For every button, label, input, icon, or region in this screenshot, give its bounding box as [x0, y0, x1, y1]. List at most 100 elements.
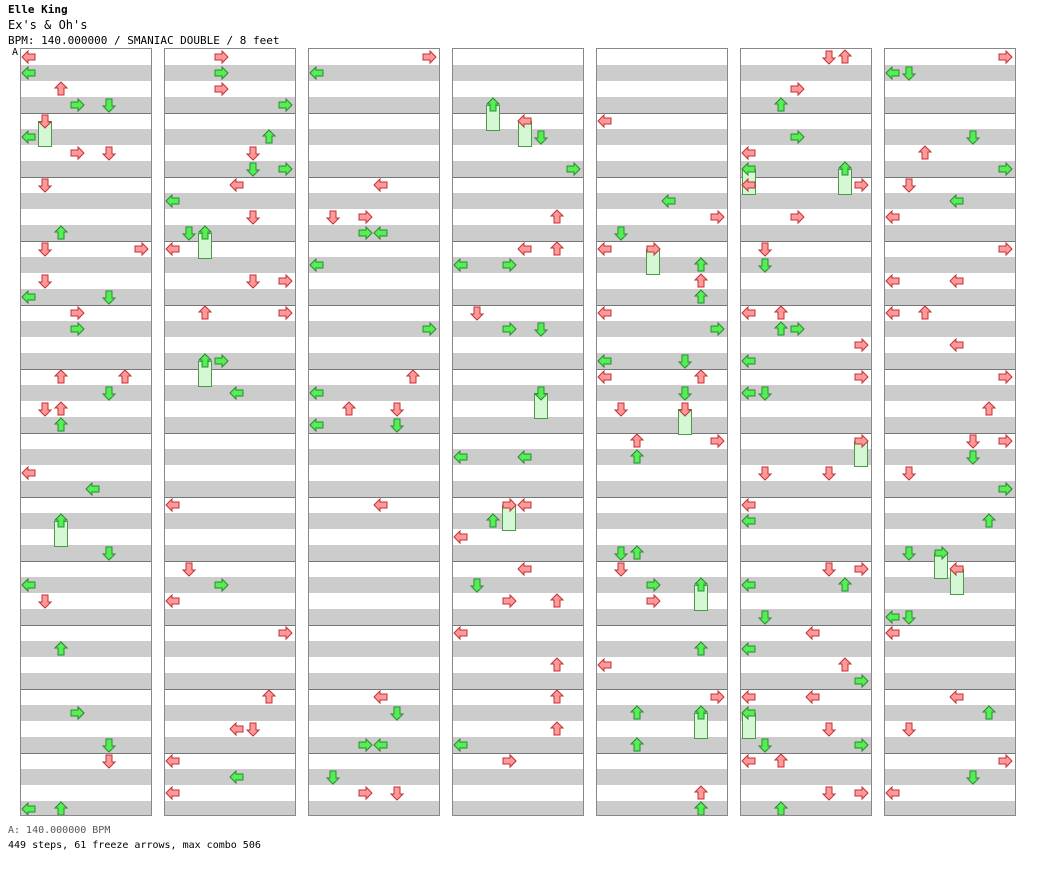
beat-stripe — [165, 577, 295, 593]
beat-stripe — [21, 225, 151, 241]
measure-line — [885, 369, 1015, 370]
left-arrow-icon — [949, 561, 965, 577]
left-arrow-icon — [741, 513, 757, 529]
up-arrow-icon — [693, 289, 709, 305]
down-arrow-icon — [533, 385, 549, 401]
measure-line — [597, 369, 727, 370]
beat-stripe — [597, 353, 727, 369]
left-arrow-icon — [741, 305, 757, 321]
measure-line — [453, 753, 583, 754]
right-arrow-icon — [133, 241, 149, 257]
left-arrow-icon — [741, 385, 757, 401]
right-arrow-icon — [709, 689, 725, 705]
beat-stripe — [885, 225, 1015, 241]
beat-stripe — [453, 321, 583, 337]
up-arrow-icon — [549, 689, 565, 705]
beat-stripe — [165, 801, 295, 815]
measure-line — [165, 241, 295, 242]
right-arrow-icon — [213, 577, 229, 593]
right-arrow-icon — [853, 673, 869, 689]
beat-stripe — [885, 449, 1015, 465]
measure-line — [165, 497, 295, 498]
measure-line — [597, 689, 727, 690]
beat-stripe — [597, 289, 727, 305]
measure-line — [741, 241, 871, 242]
down-arrow-icon — [821, 721, 837, 737]
right-arrow-icon — [853, 369, 869, 385]
down-arrow-icon — [965, 449, 981, 465]
up-arrow-icon — [773, 321, 789, 337]
beat-stripe — [597, 769, 727, 785]
measure-line — [21, 625, 151, 626]
beat-stripe — [597, 225, 727, 241]
down-arrow-icon — [245, 145, 261, 161]
chart-column — [20, 48, 152, 816]
left-arrow-icon — [517, 113, 533, 129]
measure-line — [885, 241, 1015, 242]
measure-line — [309, 177, 439, 178]
left-arrow-icon — [21, 129, 37, 145]
beat-stripe — [21, 193, 151, 209]
beat-stripe — [597, 481, 727, 497]
beat-stripe — [21, 353, 151, 369]
left-arrow-icon — [229, 721, 245, 737]
right-arrow-icon — [69, 321, 85, 337]
up-arrow-icon — [405, 369, 421, 385]
left-arrow-icon — [165, 497, 181, 513]
beat-stripe — [165, 65, 295, 81]
right-arrow-icon — [565, 161, 581, 177]
up-arrow-icon — [197, 353, 213, 369]
measure-line — [309, 497, 439, 498]
beat-stripe — [453, 225, 583, 241]
right-arrow-icon — [997, 753, 1013, 769]
up-arrow-icon — [773, 801, 789, 815]
measure-line — [453, 497, 583, 498]
measure-line — [309, 753, 439, 754]
down-arrow-icon — [325, 209, 341, 225]
beat-stripe — [309, 321, 439, 337]
measure-line — [597, 625, 727, 626]
up-arrow-icon — [261, 129, 277, 145]
beat-stripe — [453, 257, 583, 273]
right-arrow-icon — [709, 321, 725, 337]
up-arrow-icon — [629, 545, 645, 561]
measure-line — [453, 433, 583, 434]
beat-stripe — [597, 97, 727, 113]
left-arrow-icon — [661, 193, 677, 209]
beat-stripe — [165, 289, 295, 305]
down-arrow-icon — [533, 129, 549, 145]
down-arrow-icon — [821, 49, 837, 65]
up-arrow-icon — [549, 593, 565, 609]
beat-stripe — [453, 97, 583, 113]
beat-stripe — [741, 289, 871, 305]
right-arrow-icon — [997, 369, 1013, 385]
beat-stripe — [741, 353, 871, 369]
right-arrow-icon — [69, 705, 85, 721]
beat-stripe — [885, 161, 1015, 177]
right-arrow-icon — [421, 49, 437, 65]
chart-column — [452, 48, 584, 816]
measure-line — [21, 689, 151, 690]
beat-stripe — [309, 161, 439, 177]
up-arrow-icon — [629, 737, 645, 753]
down-arrow-icon — [677, 353, 693, 369]
left-arrow-icon — [741, 177, 757, 193]
measure-line — [885, 625, 1015, 626]
left-arrow-icon — [165, 593, 181, 609]
beat-stripe — [165, 97, 295, 113]
beat-stripe — [309, 193, 439, 209]
beat-stripe — [21, 545, 151, 561]
left-arrow-icon — [21, 65, 37, 81]
chart-column — [596, 48, 728, 816]
down-arrow-icon — [101, 289, 117, 305]
beat-stripe — [165, 161, 295, 177]
up-arrow-icon — [837, 49, 853, 65]
beat-stripe — [741, 769, 871, 785]
beat-stripe — [21, 129, 151, 145]
beat-stripe — [453, 65, 583, 81]
up-arrow-icon — [773, 97, 789, 113]
beat-stripe — [741, 193, 871, 209]
right-arrow-icon — [997, 481, 1013, 497]
right-arrow-icon — [709, 433, 725, 449]
beat-stripe — [21, 65, 151, 81]
